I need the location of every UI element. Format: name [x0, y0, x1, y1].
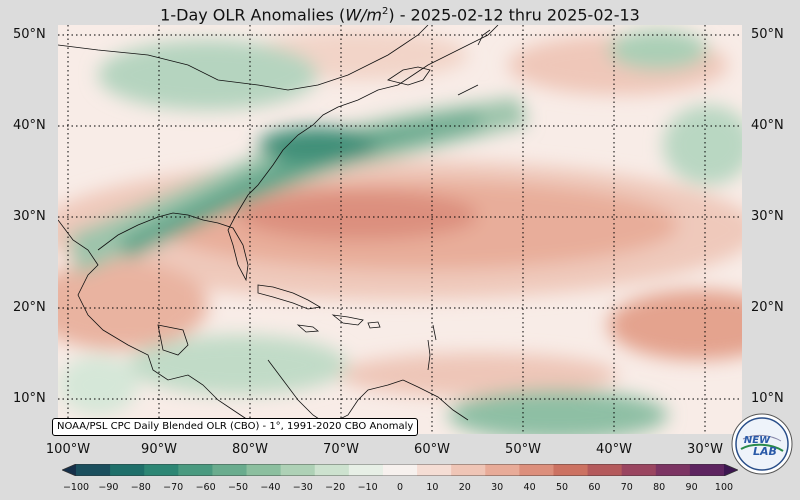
lat-label-right: 10°N	[751, 391, 784, 406]
colorbar-tick-label: 90	[685, 482, 698, 493]
colorbar-tick-label: 20	[458, 482, 471, 493]
title-unit-exp: 2	[381, 6, 389, 17]
colorbar-segment	[519, 464, 554, 476]
map-title: 1-Day OLR Anomalies (W/m2) - 2025-02-12 …	[0, 0, 800, 24]
title-prefix: 1-Day OLR Anomalies (	[160, 5, 346, 25]
colorbar-segment	[348, 464, 384, 476]
lon-label: 50°W	[505, 442, 541, 457]
colorbar-segment	[689, 464, 725, 476]
lat-label-right: 50°N	[751, 27, 784, 42]
colorbar-extend-high	[724, 464, 738, 476]
colorbar-segment	[655, 464, 691, 476]
colorbar-tick-label: 50	[555, 482, 569, 493]
lat-label-right: 20°N	[751, 300, 784, 315]
colorbar-segment	[587, 464, 623, 476]
colorbar-segment	[246, 464, 282, 476]
colorbar-segment	[451, 464, 486, 476]
colorbar-tick-label: −70	[163, 482, 184, 493]
colorbar-segment	[280, 464, 316, 476]
colorbar-extend-low	[62, 464, 76, 476]
lon-label: 100°W	[45, 442, 91, 457]
colorbar-segment	[485, 464, 520, 476]
colorbar-tick-label: −100	[62, 482, 90, 493]
colorbar-tick-label: −10	[357, 482, 378, 493]
logo-text-2: LAB	[753, 445, 777, 458]
colorbar-tick-label: −90	[98, 482, 119, 493]
colorbar-tick-label: 30	[491, 482, 504, 493]
anomaly-field	[58, 25, 742, 434]
lon-label: 90°W	[141, 442, 177, 457]
lon-label: 40°W	[596, 442, 632, 457]
colorbar-segment	[382, 464, 418, 476]
anomaly-map	[58, 25, 742, 434]
colorbar-tick-label: −30	[292, 482, 313, 493]
lab-logo-icon: NEW LAB	[731, 413, 793, 475]
colorbar-tick-label: −20	[325, 482, 346, 493]
colorbar-tick-label: −60	[195, 482, 216, 493]
source-note: NOAA/PSL CPC Daily Blended OLR (CBO) - 1…	[52, 418, 419, 436]
colorbar-segment	[76, 464, 111, 476]
lon-label: 60°W	[414, 442, 450, 457]
colorbar-tick-label: −80	[130, 482, 151, 493]
lon-label: 70°W	[323, 442, 359, 457]
lat-label-left: 30°N	[13, 209, 46, 224]
colorbar-tick-label: 10	[426, 482, 439, 493]
lat-label-left: 10°N	[13, 391, 46, 406]
title-unit: W/m	[345, 5, 382, 25]
colorbar-tick-label: 80	[653, 482, 666, 493]
colorbar-segment	[553, 464, 589, 476]
title-suffix: ) - 2025-02-12 thru 2025-02-13	[388, 5, 640, 25]
colorbar-tick-label: 70	[620, 482, 633, 493]
colorbar-segment	[621, 464, 657, 476]
colorbar-tick-label: 100	[714, 482, 734, 493]
colorbar-segment	[417, 464, 452, 476]
lat-label-right: 40°N	[751, 118, 784, 133]
colorbar-tick-label: 60	[588, 482, 601, 493]
logo-text-1: NEW	[744, 435, 771, 446]
colorbar-segment	[212, 464, 248, 476]
lon-label: 30°W	[687, 442, 723, 457]
colorbar-segment	[144, 464, 179, 476]
lat-label-right: 30°N	[751, 209, 784, 224]
colorbar	[62, 464, 738, 476]
colorbar-tick-label: 40	[523, 482, 536, 493]
colorbar-segment	[178, 464, 213, 476]
lon-label: 80°W	[232, 442, 268, 457]
colorbar-tick-label: 0	[396, 482, 404, 493]
lat-label-left: 20°N	[13, 300, 46, 315]
colorbar-segment	[314, 464, 350, 476]
lat-label-left: 50°N	[13, 27, 46, 42]
colorbar-tick-label: −40	[260, 482, 281, 493]
lat-label-left: 40°N	[13, 118, 46, 133]
colorbar-tick-label: −50	[227, 482, 249, 493]
colorbar-segment	[110, 464, 145, 476]
